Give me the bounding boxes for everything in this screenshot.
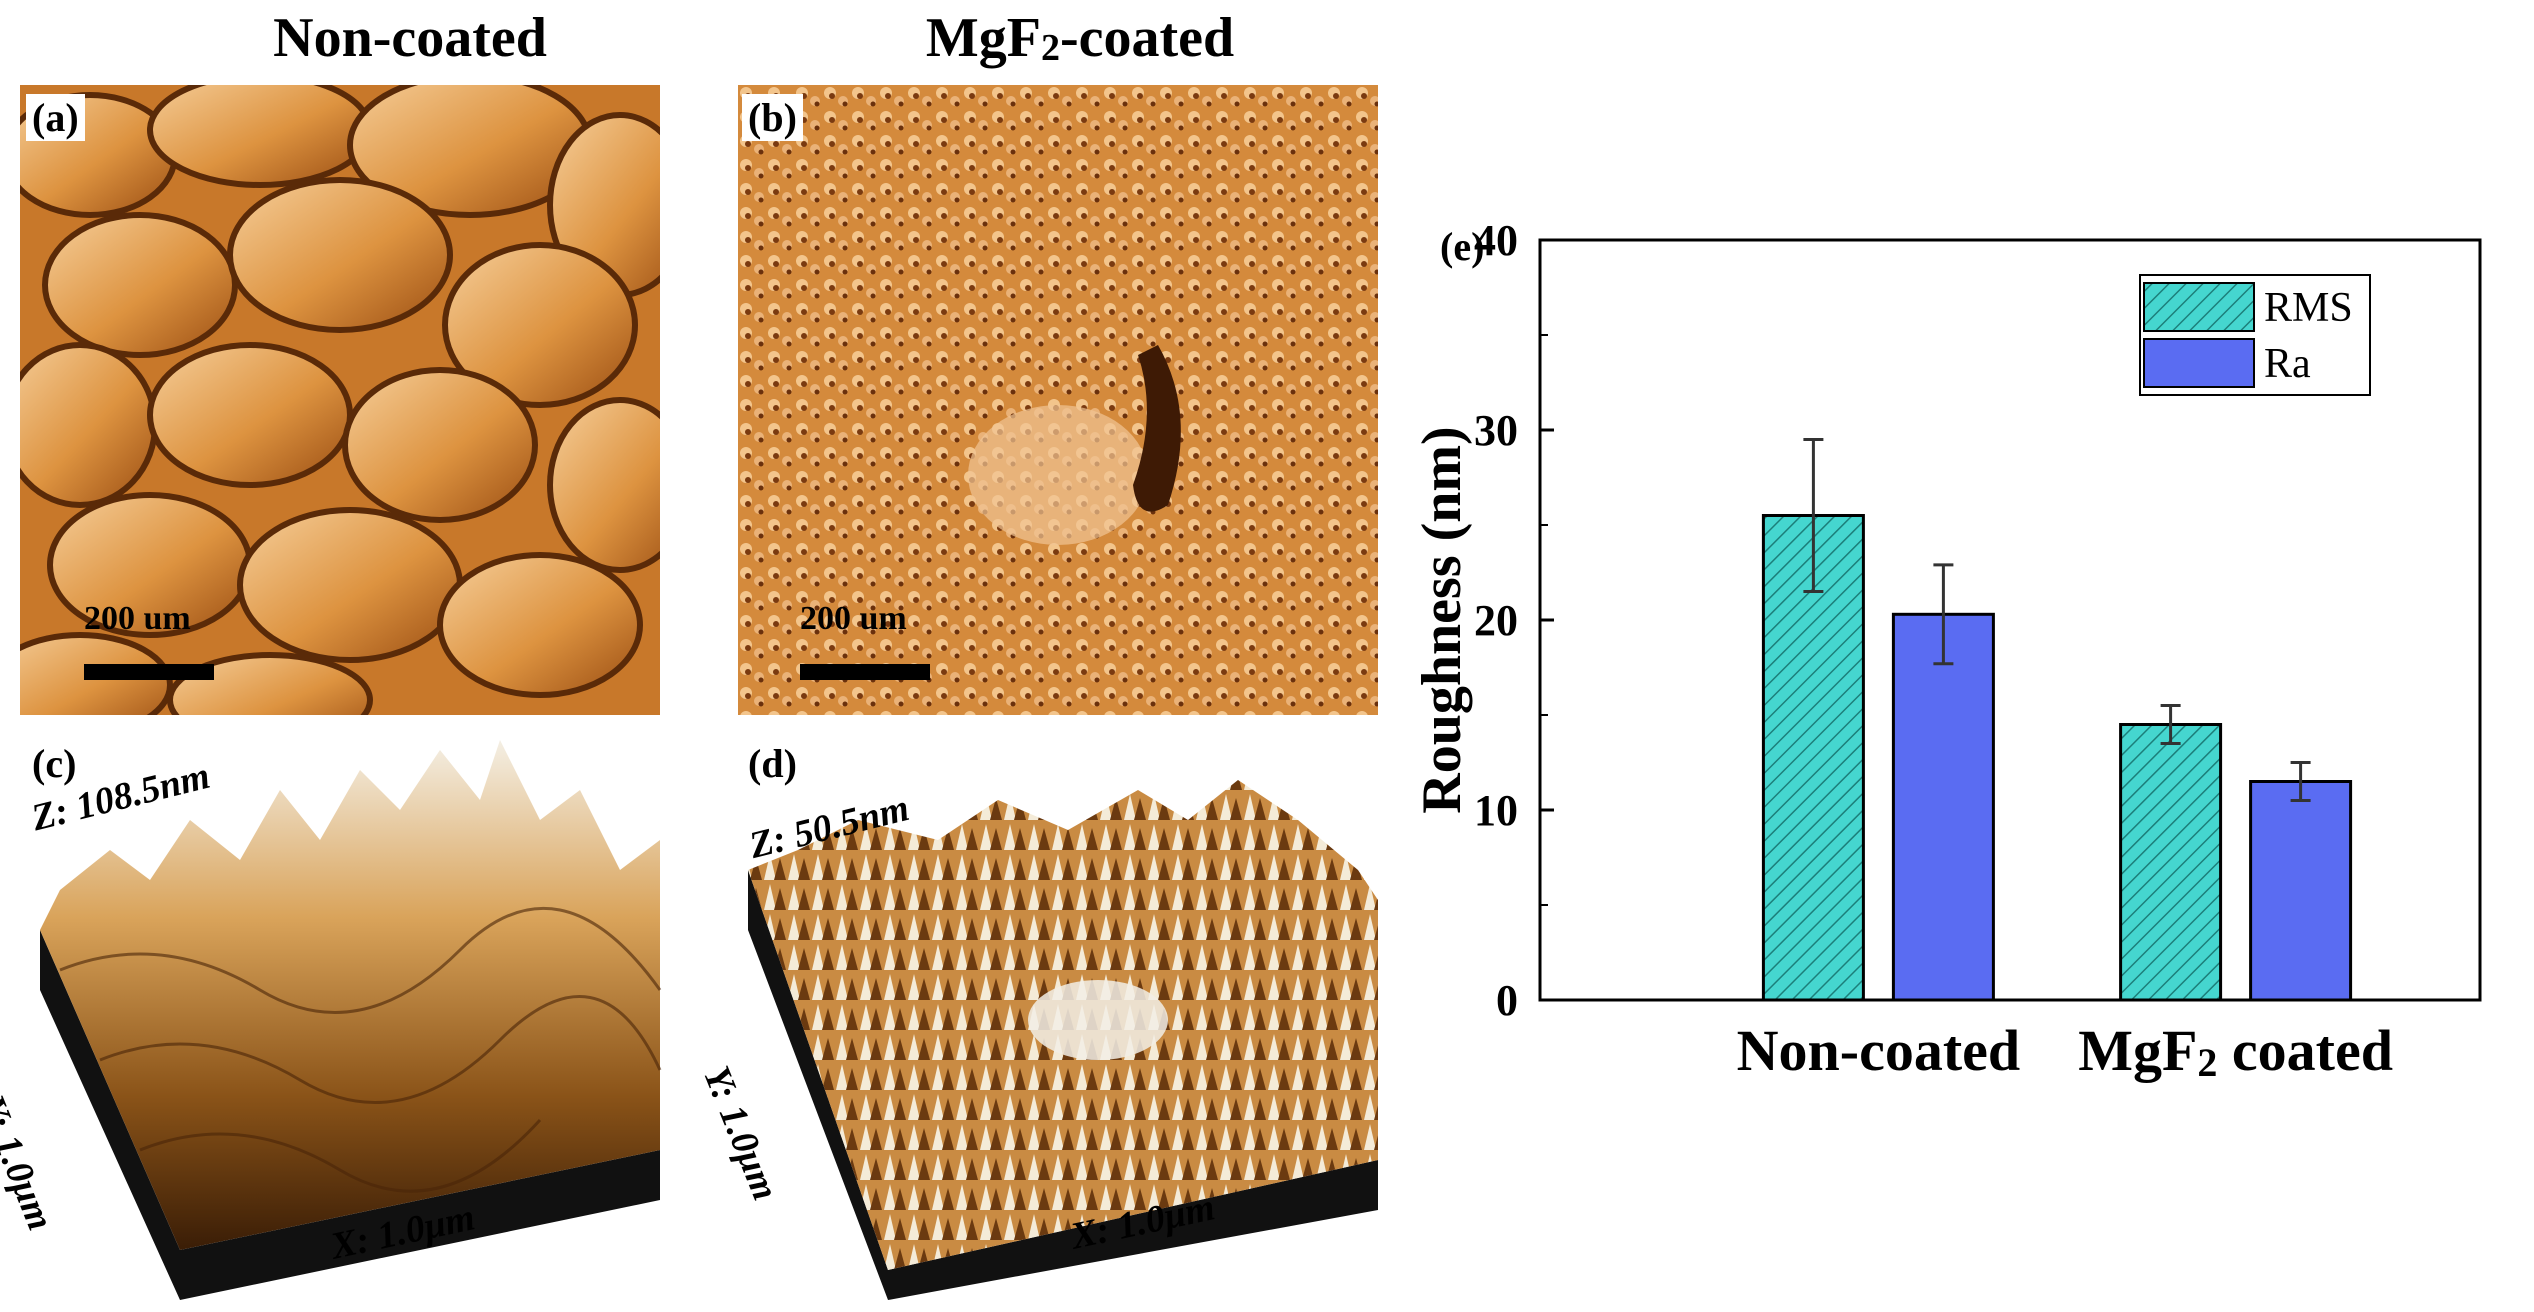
title-mgf2-coated: MgF2-coated (925, 7, 1235, 69)
scale-bar-b-label: 200 um (800, 600, 907, 637)
y-tick-label: 10 (1474, 786, 1518, 835)
scale-bar-a-line (84, 664, 214, 680)
afm-3d-mgf2-coated (738, 760, 1398, 1300)
afm-grain-texture (20, 85, 660, 715)
scale-bar-a-label: 200 um (84, 600, 191, 637)
panel-label-d: (d) (742, 740, 803, 787)
legend-label-ra: Ra (2264, 341, 2311, 387)
bar-ra-1 (2249, 780, 2353, 1002)
scale-bar-b: 200 um (800, 600, 940, 680)
y-tick-label: 0 (1496, 976, 1518, 1025)
surface-3d-d (748, 780, 1378, 1300)
afm-image-non-coated (20, 85, 660, 715)
scale-bar-a: 200 um (84, 600, 224, 680)
afm-fine-texture (738, 85, 1378, 715)
legend-swatch-rms (2143, 282, 2255, 332)
roughness-bar-chart: 0 10 20 30 40 Roughness (nm) (e) Non-coated MgF2… (1420, 216, 2482, 1085)
x-category-label: MgF2 coated (2078, 1018, 2393, 1085)
x-category-label: Non-coated (1737, 1018, 2021, 1083)
title-non-coated: Non-coated (273, 7, 547, 69)
surface-3d-c (40, 740, 662, 1300)
legend-swatch-ra (2143, 338, 2255, 388)
afm-3d-non-coated (20, 730, 680, 1300)
y-tick-label: 30 (1474, 406, 1518, 455)
panel-label-c: (c) (26, 740, 83, 787)
bar-rms-0 (1761, 514, 1865, 1002)
bar-ra-0 (1891, 612, 1995, 1002)
y-tick-label: 20 (1474, 596, 1518, 645)
panel-label-a: (a) (26, 94, 85, 141)
afm-image-mgf2-coated (738, 85, 1378, 715)
y-axis-label: Roughness (nm) (1420, 426, 1473, 813)
legend-label-rms: RMS (2264, 285, 2353, 331)
y-tick-label: 40 (1474, 216, 1518, 265)
panel-label-b: (b) (742, 94, 803, 141)
bar-rms-1 (2119, 723, 2223, 1002)
panel-label-e: (e) (1440, 224, 1484, 269)
scale-bar-b-line (800, 664, 930, 680)
